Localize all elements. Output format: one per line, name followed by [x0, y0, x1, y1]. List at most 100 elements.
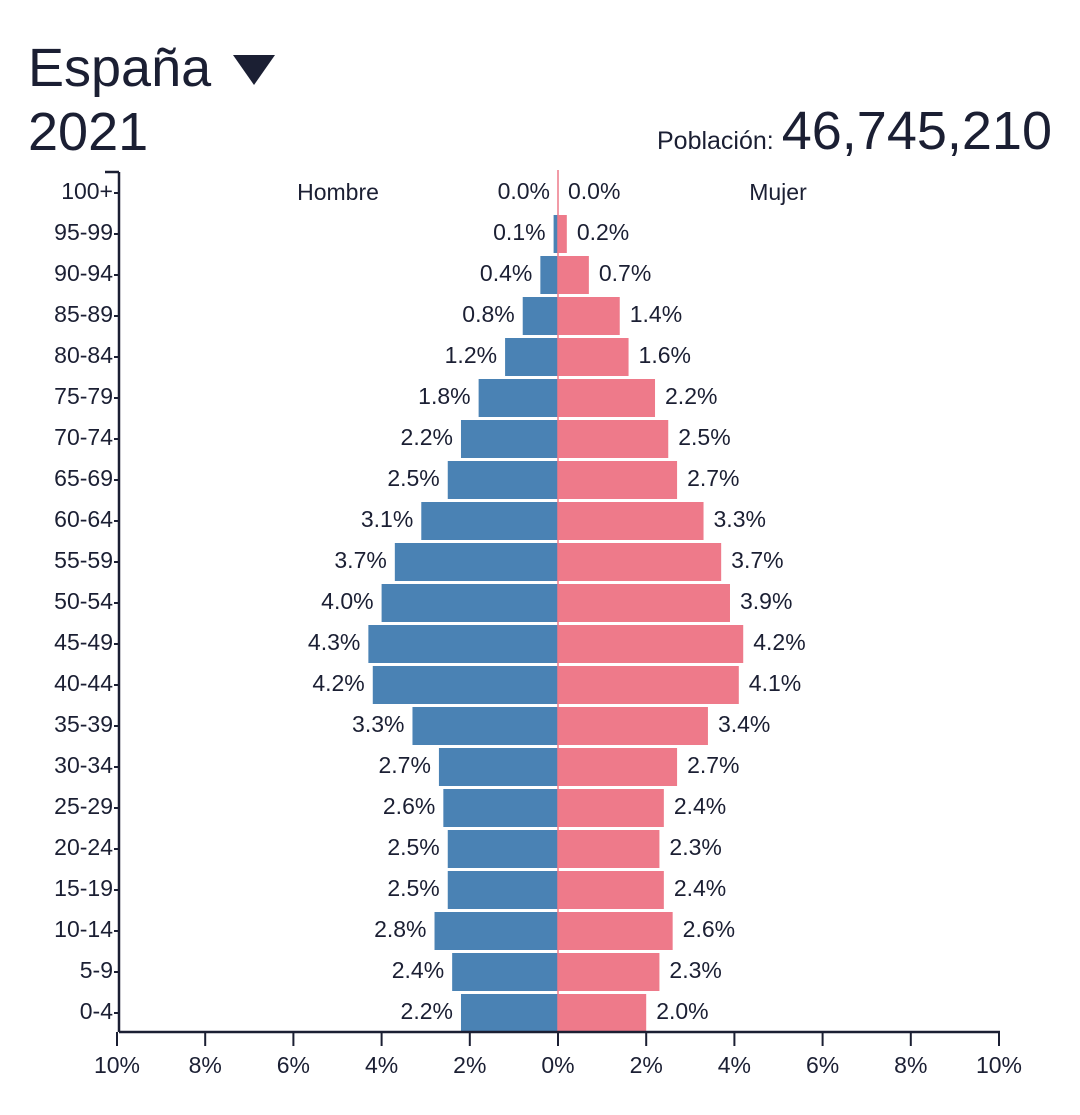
x-tick-label: 8%: [189, 1052, 222, 1078]
female-bar[interactable]: [558, 994, 647, 1032]
age-group-label: 65-69: [54, 465, 113, 491]
female-bar[interactable]: [558, 625, 744, 663]
male-bar[interactable]: [540, 256, 558, 294]
male-bar[interactable]: [447, 871, 558, 909]
male-bar[interactable]: [434, 912, 558, 950]
male-value-label: 2.4%: [392, 957, 444, 983]
female-bar[interactable]: [558, 543, 722, 581]
male-value-label: 4.2%: [312, 670, 364, 696]
female-bar[interactable]: [558, 584, 730, 622]
male-bar[interactable]: [412, 707, 558, 745]
population-label: Población:: [656, 127, 774, 155]
population-display: Población: 46,745,210: [657, 100, 1052, 162]
male-value-label: 3.1%: [361, 506, 413, 532]
age-group-label: 0-4: [80, 998, 113, 1024]
male-bar[interactable]: [460, 420, 558, 458]
female-value-label: 0.7%: [599, 260, 651, 286]
male-value-label: 2.2%: [401, 424, 453, 450]
male-value-label: 2.8%: [374, 916, 426, 942]
female-bar[interactable]: [558, 666, 739, 704]
female-bar[interactable]: [558, 256, 589, 294]
male-bar[interactable]: [438, 748, 558, 786]
x-tick-label: 4%: [365, 1052, 398, 1078]
male-bar[interactable]: [394, 543, 558, 581]
year-label: 2021: [28, 102, 149, 162]
male-value-label: 1.8%: [418, 383, 470, 409]
female-bar[interactable]: [558, 297, 620, 335]
male-bar[interactable]: [478, 379, 558, 417]
x-tick-label: 10%: [976, 1052, 1022, 1078]
female-bar[interactable]: [558, 502, 704, 540]
male-bar[interactable]: [368, 625, 558, 663]
female-value-label: 3.4%: [718, 711, 770, 737]
male-bar[interactable]: [460, 994, 558, 1032]
male-value-label: 2.2%: [401, 998, 453, 1024]
female-bar[interactable]: [558, 953, 660, 991]
male-bar[interactable]: [372, 666, 558, 704]
male-bar[interactable]: [421, 502, 558, 540]
female-bar[interactable]: [558, 912, 673, 950]
triangle-down-icon[interactable]: [233, 55, 276, 85]
age-group-label: 80-84: [54, 342, 113, 368]
female-bar[interactable]: [558, 707, 708, 745]
female-value-label: 1.6%: [639, 342, 691, 368]
male-value-label: 2.5%: [387, 465, 439, 491]
age-group-label: 90-94: [54, 260, 113, 286]
age-group-label: 35-39: [54, 711, 113, 737]
male-value-label: 2.5%: [387, 875, 439, 901]
legend-female-label: Mujer: [749, 179, 807, 205]
age-group-label: 45-49: [54, 629, 113, 655]
female-bar[interactable]: [558, 461, 678, 499]
x-tick-label: 6%: [277, 1052, 310, 1078]
female-bar[interactable]: [558, 830, 660, 868]
female-value-label: 2.5%: [678, 424, 730, 450]
female-value-label: 2.7%: [687, 752, 739, 778]
female-value-label: 2.3%: [669, 957, 721, 983]
population-value: 46,745,210: [781, 101, 1052, 161]
age-group-label: 55-59: [54, 547, 113, 573]
age-group-label: 10-14: [54, 916, 113, 942]
female-value-label: 2.7%: [687, 465, 739, 491]
country-selector[interactable]: España: [28, 36, 276, 100]
male-bar[interactable]: [447, 461, 558, 499]
male-bar[interactable]: [381, 584, 558, 622]
male-value-label: 3.7%: [334, 547, 386, 573]
male-value-label: 0.1%: [493, 219, 545, 245]
female-value-label: 2.0%: [656, 998, 708, 1024]
female-bar[interactable]: [558, 215, 567, 253]
age-group-label: 85-89: [54, 301, 113, 327]
chart-header: España 2021 Población: 46,745,210: [0, 0, 1080, 170]
male-bar[interactable]: [522, 297, 558, 335]
female-bar[interactable]: [558, 789, 664, 827]
female-value-label: 2.2%: [665, 383, 717, 409]
female-value-label: 4.1%: [749, 670, 801, 696]
female-bar[interactable]: [558, 379, 656, 417]
age-group-label: 75-79: [54, 383, 113, 409]
female-value-label: 3.3%: [714, 506, 766, 532]
female-bar[interactable]: [558, 748, 678, 786]
x-tick-label: 8%: [894, 1052, 927, 1078]
male-bar[interactable]: [553, 215, 558, 253]
female-bar[interactable]: [558, 871, 664, 909]
legend-male-label: Hombre: [297, 179, 379, 205]
x-tick-label: 2%: [453, 1052, 486, 1078]
female-value-label: 2.4%: [674, 875, 726, 901]
female-bar[interactable]: [558, 420, 669, 458]
age-group-label: 40-44: [54, 670, 113, 696]
male-bar[interactable]: [443, 789, 558, 827]
age-group-label: 60-64: [54, 506, 113, 532]
female-value-label: 3.7%: [731, 547, 783, 573]
female-bar[interactable]: [558, 338, 629, 376]
country-name: España: [28, 38, 212, 98]
female-value-label: 2.3%: [669, 834, 721, 860]
male-value-label: 2.7%: [378, 752, 430, 778]
male-bar[interactable]: [447, 830, 558, 868]
male-bar[interactable]: [452, 953, 558, 991]
age-group-label: 5-9: [80, 957, 113, 983]
age-group-label: 25-29: [54, 793, 113, 819]
male-bar[interactable]: [505, 338, 558, 376]
x-tick-label: 2%: [630, 1052, 663, 1078]
x-tick-label: 4%: [718, 1052, 751, 1078]
male-value-label: 2.6%: [383, 793, 435, 819]
